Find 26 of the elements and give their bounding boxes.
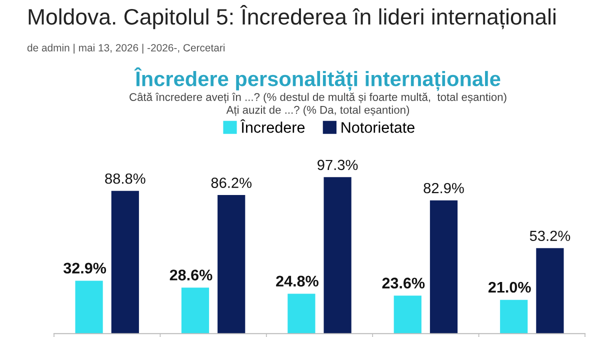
bar <box>536 248 564 334</box>
data-label: 28.6% <box>170 270 212 280</box>
chart-subtitle: Câtă încredere aveți în ...? (% destul de multă și foarte multă, total eșantion) Ați auzit de ...? (% Da, total eșantion) <box>130 92 506 116</box>
bar <box>394 296 422 334</box>
data-label: 23.6% <box>382 278 425 289</box>
bar <box>500 300 528 334</box>
data-label: 24.8% <box>276 276 318 287</box>
data-label: 88.8% <box>105 173 146 184</box>
legend-label: Încredere <box>240 119 305 133</box>
bar <box>324 177 352 334</box>
data-label: 86.2% <box>211 178 252 188</box>
data-label: 97.3% <box>318 160 358 170</box>
data-label: 32.9% <box>63 262 106 274</box>
bar <box>111 190 139 334</box>
bar <box>75 280 103 334</box>
data-label: 21.0% <box>488 282 531 293</box>
legend-label: Notorietate <box>342 122 414 133</box>
data-label: 53.2% <box>530 230 570 242</box>
bar <box>181 288 210 334</box>
chart-title: Încredere personalități internaționale <box>134 67 500 91</box>
bar <box>288 294 316 334</box>
bar <box>218 195 246 334</box>
bar <box>430 200 458 334</box>
data-label: 82.9% <box>424 182 464 194</box>
text: de admin | mai 13, 2026 | -2026-, Cercetari <box>27 44 225 54</box>
text: Moldova. Capitolul 5: Încrederea în lideri internaționali <box>28 5 556 30</box>
